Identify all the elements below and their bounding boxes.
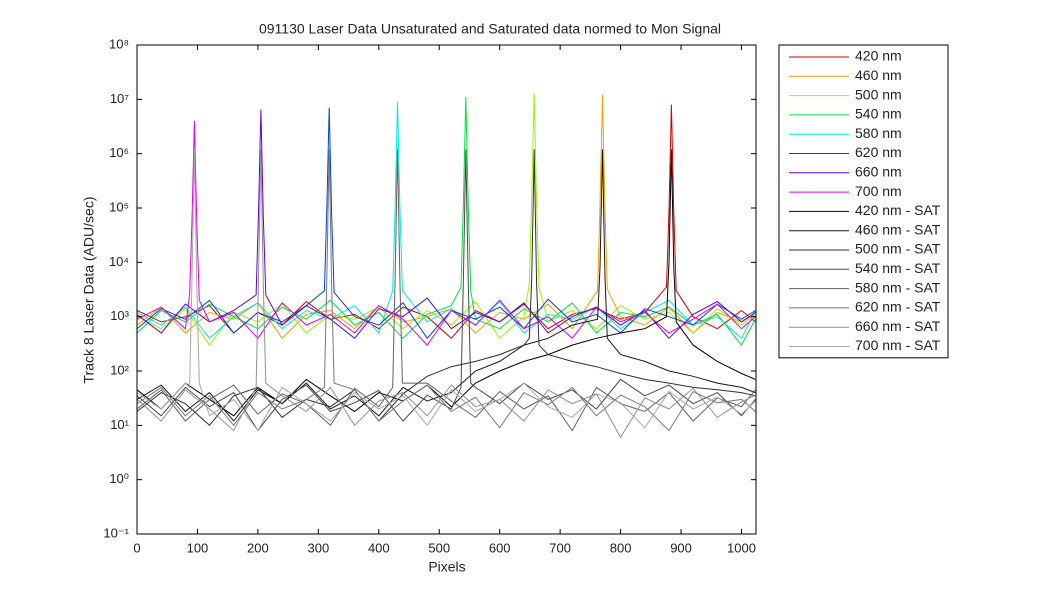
y-tick-label: 10⁴ [109, 254, 129, 269]
series-line [136, 149, 756, 427]
x-tick-label: 0 [133, 540, 140, 555]
y-axis-label: Track 8 Laser Data (ADU/sec) [81, 197, 97, 384]
legend-label: 540 nm - SAT [855, 260, 941, 276]
x-tick-label: 500 [428, 540, 450, 555]
x-tick-label: 600 [489, 540, 511, 555]
series-line [136, 149, 756, 439]
series-line [136, 93, 756, 346]
x-tick-label: 300 [307, 540, 329, 555]
y-tick-label: 10⁷ [110, 91, 129, 106]
series-line [136, 97, 756, 347]
series-line [136, 149, 756, 432]
y-tick-label: 10¹ [110, 417, 129, 432]
series-line [136, 149, 756, 432]
y-tick-label: 10⁻¹ [103, 525, 129, 540]
legend-label: 420 nm - SAT [855, 202, 941, 218]
series-line [136, 149, 756, 432]
legend-label: 420 nm [855, 48, 902, 64]
x-tick-label: 700 [549, 540, 571, 555]
series-line [136, 149, 756, 432]
x-tick-label: 100 [187, 540, 209, 555]
x-tick-label: 200 [247, 540, 269, 555]
legend-label: 500 nm - SAT [855, 241, 941, 257]
y-tick-label: 10² [110, 362, 129, 377]
legend-label: 660 nm [855, 164, 902, 180]
legend-label: 460 nm - SAT [855, 221, 941, 237]
legend-label: 620 nm - SAT [855, 299, 941, 315]
y-tick-label: 10⁶ [109, 145, 129, 160]
legend-label: 660 nm - SAT [855, 318, 941, 334]
x-axis-label: Pixels [428, 559, 465, 575]
legend-label: 460 nm [855, 67, 902, 83]
x-tick-label: 900 [670, 540, 692, 555]
series-line [136, 120, 756, 346]
x-tick-label: 800 [610, 540, 632, 555]
x-tick-label: 400 [368, 540, 390, 555]
legend-label: 580 nm [855, 125, 902, 141]
y-tick-label: 10⁰ [109, 471, 129, 486]
y-tick-label: 10⁸ [109, 36, 129, 51]
series-line [136, 109, 756, 340]
legend-label: 700 nm - SAT [855, 337, 941, 353]
chart-title: 091130 Laser Data Unsaturated and Satura… [259, 21, 721, 37]
y-tick-label: 10⁵ [109, 199, 129, 214]
legend-label: 500 nm [855, 86, 902, 102]
x-tick-label: 1000 [727, 540, 756, 555]
plot-frame [136, 44, 757, 535]
legend-label: 620 nm [855, 144, 902, 160]
legend-label: 580 nm - SAT [855, 279, 941, 295]
y-tick-label: 10³ [110, 308, 129, 323]
series-line [136, 149, 756, 422]
legend-label: 540 nm [855, 106, 902, 122]
legend-box [778, 44, 949, 359]
legend-label: 700 nm [855, 183, 902, 199]
